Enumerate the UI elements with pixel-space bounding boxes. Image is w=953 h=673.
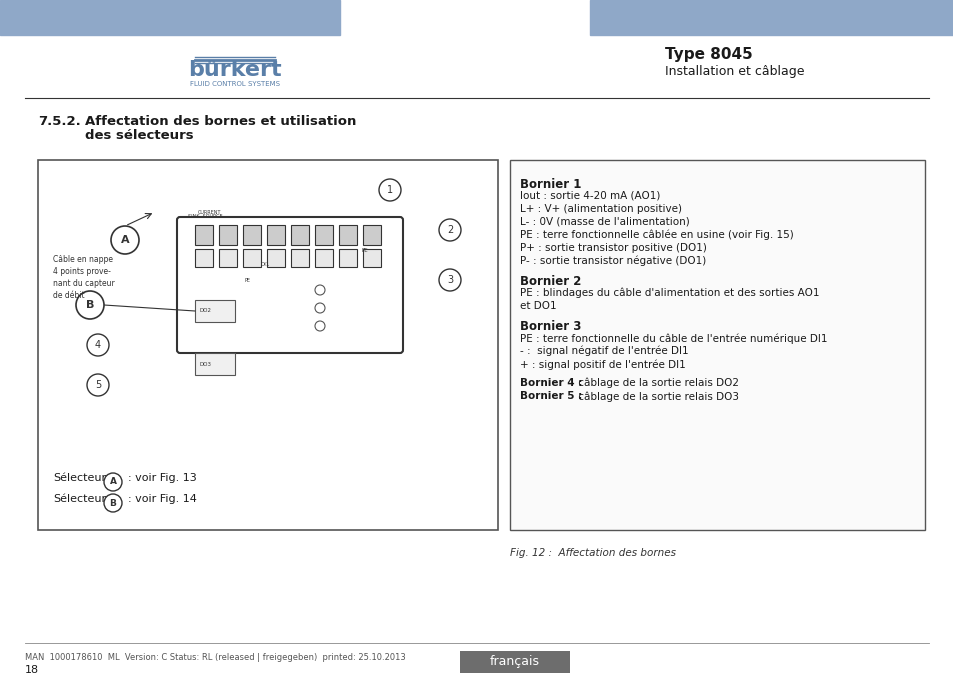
Text: nant du capteur: nant du capteur — [53, 279, 114, 288]
Text: 2: 2 — [446, 225, 453, 235]
Text: Câble en nappe: Câble en nappe — [53, 255, 112, 264]
Circle shape — [378, 179, 400, 201]
Bar — [194, 249, 213, 267]
Bar — [0, 0, 339, 35]
Bar — [219, 249, 236, 267]
Bar — [243, 225, 261, 245]
Circle shape — [111, 226, 139, 254]
Circle shape — [438, 269, 460, 291]
Text: PE : blindages du câble d'alimentation et des sorties AO1: PE : blindages du câble d'alimentation e… — [519, 288, 819, 299]
Bar — [194, 300, 234, 322]
Circle shape — [104, 473, 122, 491]
Text: des sélecteurs: des sélecteurs — [85, 129, 193, 142]
Bar — [267, 225, 285, 245]
Text: 1: 1 — [387, 185, 393, 195]
Text: 18: 18 — [25, 665, 39, 673]
Bar — [194, 225, 213, 245]
Text: PE: PE — [361, 248, 368, 252]
Circle shape — [87, 374, 109, 396]
Text: Bornier 3: Bornier 3 — [519, 320, 580, 333]
Text: Bornier 5 :: Bornier 5 : — [519, 391, 581, 401]
Text: + : signal positif de l'entrée DI1: + : signal positif de l'entrée DI1 — [519, 359, 685, 369]
Bar — [338, 225, 356, 245]
Bar — [291, 249, 309, 267]
Text: SINK  SOURCE: SINK SOURCE — [188, 214, 222, 219]
Bar — [589, 0, 953, 35]
Circle shape — [438, 219, 460, 241]
Text: Sélecteur: Sélecteur — [53, 473, 106, 483]
Text: Bornier 1: Bornier 1 — [519, 178, 580, 191]
Bar — [338, 249, 356, 267]
Text: PE : terre fonctionnelle câblée en usine (voir Fig. 15): PE : terre fonctionnelle câblée en usine… — [519, 230, 793, 240]
Text: Type 8045: Type 8045 — [664, 48, 752, 63]
Text: bürkert: bürkert — [188, 60, 281, 80]
Bar — [267, 249, 285, 267]
Text: PE: PE — [245, 277, 251, 283]
Text: L+ : V+ (alimentation positive): L+ : V+ (alimentation positive) — [519, 204, 681, 214]
Text: B: B — [110, 499, 116, 507]
Text: : voir Fig. 13: : voir Fig. 13 — [128, 473, 196, 483]
Text: 3: 3 — [446, 275, 453, 285]
Text: 4 points prove-: 4 points prove- — [53, 267, 111, 276]
Text: Affectation des bornes et utilisation: Affectation des bornes et utilisation — [85, 115, 356, 128]
Circle shape — [76, 291, 104, 319]
Text: de débit: de débit — [53, 291, 85, 300]
Text: MAN  1000178610  ML  Version: C Status: RL (released | freigegeben)  printed: 25: MAN 1000178610 ML Version: C Status: RL … — [25, 653, 405, 662]
Text: 4: 4 — [95, 340, 101, 350]
Text: L- : 0V (masse de l'alimentation): L- : 0V (masse de l'alimentation) — [519, 217, 689, 227]
Text: français: français — [490, 656, 539, 668]
Text: DO3: DO3 — [200, 363, 212, 367]
Text: P- : sortie transistor négative (DO1): P- : sortie transistor négative (DO1) — [519, 256, 705, 267]
Text: CURRENT: CURRENT — [198, 210, 221, 215]
Bar — [243, 249, 261, 267]
Bar — [363, 249, 380, 267]
Text: A: A — [110, 478, 116, 487]
Text: Bornier 4 :: Bornier 4 : — [519, 378, 581, 388]
Bar — [314, 225, 333, 245]
Bar — [194, 353, 234, 375]
Circle shape — [87, 334, 109, 356]
Bar — [459, 651, 569, 673]
Bar — [314, 249, 333, 267]
Text: PE : terre fonctionnelle du câble de l'entrée numérique DI1: PE : terre fonctionnelle du câble de l'e… — [519, 333, 826, 343]
Text: 7.5.2.: 7.5.2. — [38, 115, 81, 128]
Text: et DO1: et DO1 — [519, 301, 556, 311]
Text: 5: 5 — [94, 380, 101, 390]
Circle shape — [104, 494, 122, 512]
Text: FLUID CONTROL SYSTEMS: FLUID CONTROL SYSTEMS — [190, 81, 280, 87]
Text: Iout : sortie 4-20 mA (AO1): Iout : sortie 4-20 mA (AO1) — [519, 191, 659, 201]
Text: Sélecteur: Sélecteur — [53, 494, 106, 504]
Text: DO2: DO2 — [200, 308, 212, 312]
Text: câblage de la sortie relais DO3: câblage de la sortie relais DO3 — [575, 391, 739, 402]
Bar — [510, 160, 924, 530]
Text: Bornier 2: Bornier 2 — [519, 275, 580, 288]
Bar — [291, 225, 309, 245]
Text: Fig. 12 :  Affectation des bornes: Fig. 12 : Affectation des bornes — [510, 548, 676, 558]
Text: Installation et câblage: Installation et câblage — [664, 65, 803, 79]
Text: : voir Fig. 14: : voir Fig. 14 — [128, 494, 196, 504]
Text: - :  signal négatif de l'entrée DI1: - : signal négatif de l'entrée DI1 — [519, 346, 688, 357]
Text: P+ : sortie transistor positive (DO1): P+ : sortie transistor positive (DO1) — [519, 243, 706, 253]
Bar — [38, 160, 497, 530]
Bar — [219, 225, 236, 245]
Text: A: A — [121, 235, 130, 245]
Text: câblage de la sortie relais DO2: câblage de la sortie relais DO2 — [575, 378, 739, 388]
Text: DI1: DI1 — [260, 262, 270, 267]
Text: B: B — [86, 300, 94, 310]
Bar — [363, 225, 380, 245]
